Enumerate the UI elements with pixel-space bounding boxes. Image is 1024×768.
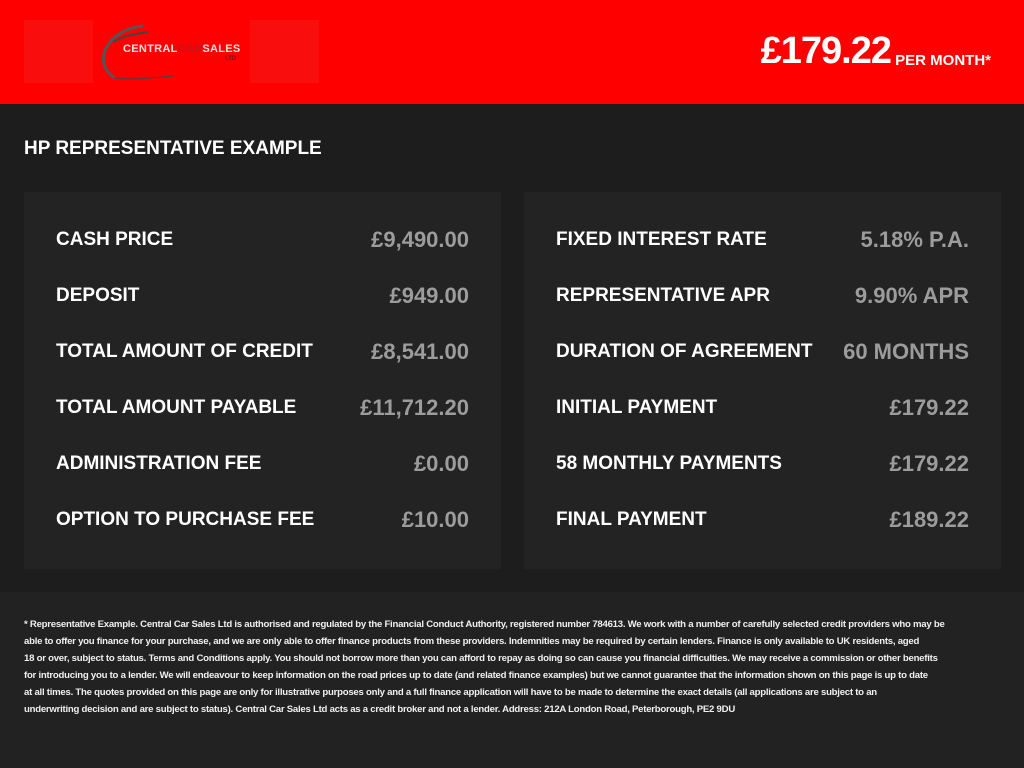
per-month-label: PER MONTH* — [895, 52, 991, 69]
row-label: DURATION OF AGREEMENT — [556, 341, 813, 362]
finance-row: 58 MONTHLY PAYMENTS £179.22 — [556, 436, 969, 492]
header: CENTRALCARSALES LTD £179.22 PER MONTH* — [0, 0, 1024, 104]
row-value: £179.22 — [889, 395, 969, 420]
finance-row: DURATION OF AGREEMENT 60 MONTHS — [556, 324, 969, 380]
row-label: 58 MONTHLY PAYMENTS — [556, 453, 782, 474]
finance-row: FINAL PAYMENT £189.22 — [556, 492, 969, 548]
logo[interactable]: CENTRALCARSALES LTD — [93, 20, 250, 83]
row-label: DEPOSIT — [56, 285, 140, 306]
disclaimer-line: * Representative Example. Central Car Sa… — [24, 619, 945, 630]
row-value: 9.90% APR — [854, 283, 969, 308]
finance-row: FIXED INTEREST RATE 5.18% P.A. — [556, 212, 969, 268]
row-value: £949.00 — [389, 283, 469, 308]
disclaimer: * Representative Example. Central Car Sa… — [0, 592, 1024, 768]
row-value: 60 MONTHS — [843, 339, 969, 364]
monthly-price: £179.22 — [760, 30, 892, 72]
finance-row: ADMINISTRATION FEE £0.00 — [56, 436, 469, 492]
finance-row: INITIAL PAYMENT £179.22 — [556, 380, 969, 436]
finance-panel-right: FIXED INTEREST RATE 5.18% P.A. REPRESENTA… — [524, 192, 1001, 569]
row-value: £10.00 — [401, 507, 469, 532]
finance-panel-left: CASH PRICE £9,490.00 DEPOSIT £949.00 TOTAL… — [24, 192, 501, 569]
row-value: £8,541.00 — [371, 339, 469, 364]
row-value: £11,712.20 — [360, 395, 469, 420]
finance-row: CASH PRICE £9,490.00 — [56, 212, 469, 268]
car-silhouette-icon — [101, 24, 174, 80]
logo-text: CENTRALCARSALES — [123, 43, 241, 55]
disclaimer-line: 18 or over, subject to status. Terms and… — [24, 653, 938, 664]
row-value: £179.22 — [889, 451, 969, 476]
row-value: £189.22 — [889, 507, 969, 532]
row-value: £0.00 — [413, 451, 469, 476]
row-label: INITIAL PAYMENT — [556, 397, 718, 418]
finance-row: OPTION TO PURCHASE FEE £10.00 — [56, 492, 469, 548]
section-title: HP REPRESENTATIVE EXAMPLE — [24, 138, 322, 159]
logo-side-block — [250, 20, 319, 83]
finance-row: REPRESENTATIVE APR 9.90% APR — [556, 268, 969, 324]
row-value: £9,490.00 — [371, 227, 469, 252]
row-label: REPRESENTATIVE APR — [556, 285, 770, 306]
logo-ltd: LTD — [225, 56, 237, 62]
row-value: 5.18% P.A. — [860, 227, 969, 252]
disclaimer-line: underwriting decision and are subject to… — [24, 704, 735, 715]
row-label: FIXED INTEREST RATE — [556, 229, 767, 250]
logo-side-block — [24, 20, 93, 83]
finance-row: TOTAL AMOUNT PAYABLE £11,712.20 — [56, 380, 469, 436]
disclaimer-line: at all times. The quotes provided on thi… — [24, 687, 877, 698]
disclaimer-line: for introducing you to a lender. We will… — [24, 670, 928, 681]
row-label: ADMINISTRATION FEE — [56, 453, 262, 474]
row-label: TOTAL AMOUNT OF CREDIT — [56, 341, 313, 362]
finance-row: TOTAL AMOUNT OF CREDIT £8,541.00 — [56, 324, 469, 380]
row-label: FINAL PAYMENT — [556, 509, 707, 530]
row-label: TOTAL AMOUNT PAYABLE — [56, 397, 297, 418]
finance-row: DEPOSIT £949.00 — [56, 268, 469, 324]
row-label: CASH PRICE — [56, 229, 174, 250]
disclaimer-line: able to offer you finance for your purch… — [24, 636, 920, 647]
row-label: OPTION TO PURCHASE FEE — [56, 509, 315, 530]
